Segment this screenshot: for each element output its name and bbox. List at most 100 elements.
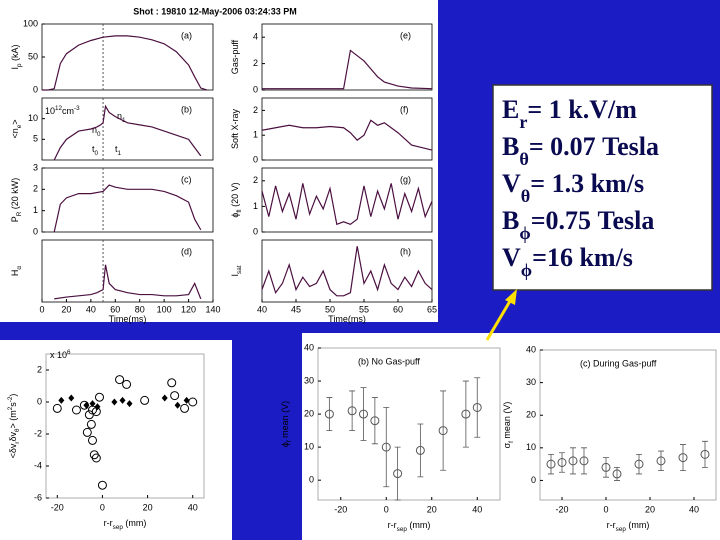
- x-tick-label: 140: [205, 304, 220, 314]
- label-part: mean (V): [502, 402, 512, 442]
- point: [634, 459, 644, 469]
- label-part: I: [230, 274, 240, 277]
- error-bar: [371, 397, 378, 445]
- y-tick-label: 2: [33, 184, 38, 194]
- label-part: t: [115, 144, 118, 154]
- x-tick-label: 20: [61, 304, 71, 314]
- point: [546, 459, 556, 469]
- label-part: >: [10, 119, 20, 124]
- plot-frame: [41, 239, 214, 303]
- label-part: (mm): [626, 520, 650, 530]
- plot-frame: [45, 353, 205, 499]
- x-axis-label: r-rsep (mm): [104, 518, 147, 531]
- y-tick-label: 10: [304, 442, 314, 452]
- label-part: Time(ms): [328, 314, 366, 324]
- plot-frame: [261, 167, 433, 233]
- error-bar: [581, 447, 587, 475]
- point: [359, 409, 368, 419]
- label-part: θ: [521, 186, 531, 206]
- label-part: n: [117, 111, 122, 121]
- label-part: f: [286, 440, 293, 442]
- annotation: t1: [115, 144, 122, 157]
- point: [119, 396, 126, 404]
- point: [58, 396, 65, 404]
- point: [324, 409, 334, 419]
- label-part: V: [502, 243, 521, 272]
- y-axis-label: ϕf mean (V): [280, 401, 293, 447]
- point: [438, 426, 448, 436]
- x-tick-label: 80: [135, 304, 145, 314]
- y-axis-label: σf mean (V): [502, 402, 515, 449]
- label-part: 12: [55, 105, 63, 112]
- panel-label: (f): [400, 104, 409, 114]
- plot-frame: [261, 97, 433, 161]
- plot-frame: [41, 167, 214, 233]
- y-axis-label: PR (20 kW): [10, 178, 23, 223]
- y-tick-label: 40: [304, 342, 314, 352]
- label-part: I: [10, 67, 20, 70]
- label-part: Time(ms): [109, 314, 147, 324]
- y-tick-label: 1: [253, 130, 258, 140]
- y-tick-label: 10: [526, 442, 536, 452]
- label-part: r-r: [607, 520, 616, 530]
- trace: [262, 49, 433, 90]
- x-tick-label: 20: [645, 504, 655, 514]
- label-part: =16 km/s: [532, 243, 633, 272]
- label-part: p: [16, 63, 23, 67]
- x-tick-label: 60: [393, 304, 403, 314]
- chart-title: (c) During Gas-puff: [580, 358, 657, 368]
- y-tick-label: 30: [526, 377, 536, 387]
- label-part: α: [16, 266, 23, 270]
- y-tick-label: -6: [34, 492, 42, 502]
- y-tick-label: 1: [33, 205, 38, 215]
- trace: [261, 183, 433, 226]
- y-tick-label: 0: [33, 84, 38, 94]
- y-tick-label: 0: [531, 475, 536, 485]
- error-bar: [326, 397, 333, 432]
- panel-label: (c): [181, 174, 192, 184]
- point: [700, 449, 710, 459]
- label-part: B: [502, 132, 519, 161]
- point: [656, 456, 666, 466]
- y-tick-label: 3: [33, 162, 38, 172]
- x-tick-label: 40: [86, 304, 96, 314]
- x-tick-label: 40: [472, 504, 482, 514]
- label-part: Gas-puff: [230, 39, 240, 74]
- label-part: = 0.07 Tesla: [529, 132, 659, 161]
- point: [140, 395, 150, 405]
- label-part: B: [502, 206, 519, 235]
- point: [91, 453, 101, 463]
- point: [122, 379, 132, 389]
- label-part: θ: [519, 149, 529, 169]
- label-part: fl: [236, 209, 243, 212]
- y-tick-label: 2: [253, 105, 258, 115]
- x-axis-label: Time(ms): [328, 314, 366, 324]
- label-part: 2: [7, 406, 14, 410]
- label-part: s: [8, 402, 18, 407]
- label-part: E: [502, 95, 519, 124]
- plot-frame: [317, 347, 501, 501]
- parameter-line: Bθ= 0.07 Tesla: [502, 132, 659, 169]
- x-tick-label: -20: [51, 502, 64, 512]
- top-panel: [0, 0, 438, 322]
- trace: [42, 35, 208, 91]
- point: [126, 400, 133, 408]
- label-part: =0.75 Tesla: [531, 206, 655, 235]
- point: [79, 400, 89, 410]
- x-tick-label: 0: [100, 502, 105, 512]
- panel-label: (g): [400, 174, 411, 184]
- y-tick-label: 50: [28, 51, 38, 61]
- y-tick-label: 100: [23, 18, 38, 28]
- x-tick-label: 45: [291, 304, 301, 314]
- y-tick-label: 0: [33, 226, 38, 236]
- potential-panel: [302, 333, 720, 540]
- point: [91, 407, 101, 417]
- label-part: sep: [616, 526, 627, 533]
- label-part: V: [502, 169, 521, 198]
- error-bar: [680, 444, 686, 472]
- error-bar: [383, 407, 390, 488]
- y-axis-label: Soft X-ray: [230, 108, 240, 149]
- error-bar: [559, 452, 565, 473]
- x-tick-label: -20: [334, 504, 347, 514]
- point: [68, 394, 75, 402]
